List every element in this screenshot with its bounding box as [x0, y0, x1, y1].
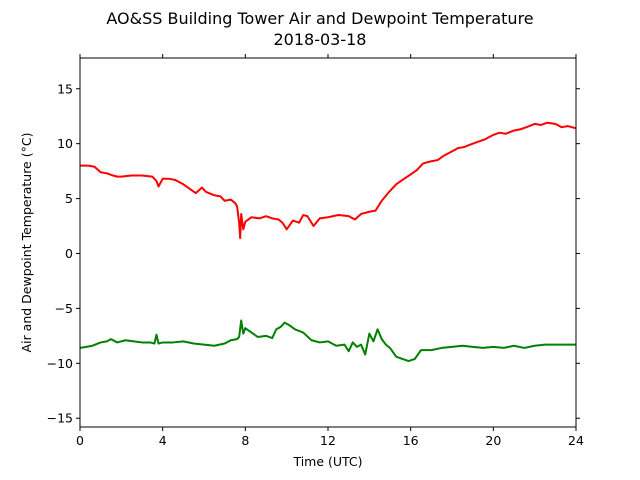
chart-subtitle: 2018-03-18 [274, 30, 367, 49]
x-tick-label: 20 [485, 433, 501, 448]
x-tick-label: 16 [403, 433, 419, 448]
series-line-1 [80, 121, 577, 240]
y-tick-label: 5 [65, 191, 73, 206]
y-tick-label: 10 [57, 136, 73, 151]
y-tick-label: −5 [55, 301, 73, 316]
series-layer [79, 121, 577, 363]
series-line-2 [79, 319, 576, 363]
x-axis-label: Time (UTC) [292, 454, 362, 469]
x-tick-label: 24 [568, 433, 584, 448]
y-tick-label: −15 [47, 411, 73, 426]
y-tick-label: 15 [57, 81, 73, 96]
x-tick-label: 8 [241, 433, 249, 448]
y-axis-label: Air and Dewpoint Temperature (°C) [19, 133, 34, 353]
x-tick-label: 12 [320, 433, 336, 448]
x-tick-label: 0 [76, 433, 84, 448]
x-tick-label: 4 [159, 433, 167, 448]
y-tick-label: 0 [65, 246, 73, 261]
tick-layer: 0 4 8 12 16 20 24 −15 −10 −5 0 5 10 15 [47, 54, 584, 448]
y-tick-label: −10 [47, 356, 73, 371]
plot-area-frame [79, 57, 577, 428]
chart-title: AO&SS Building Tower Air and Dewpoint Te… [106, 9, 533, 28]
